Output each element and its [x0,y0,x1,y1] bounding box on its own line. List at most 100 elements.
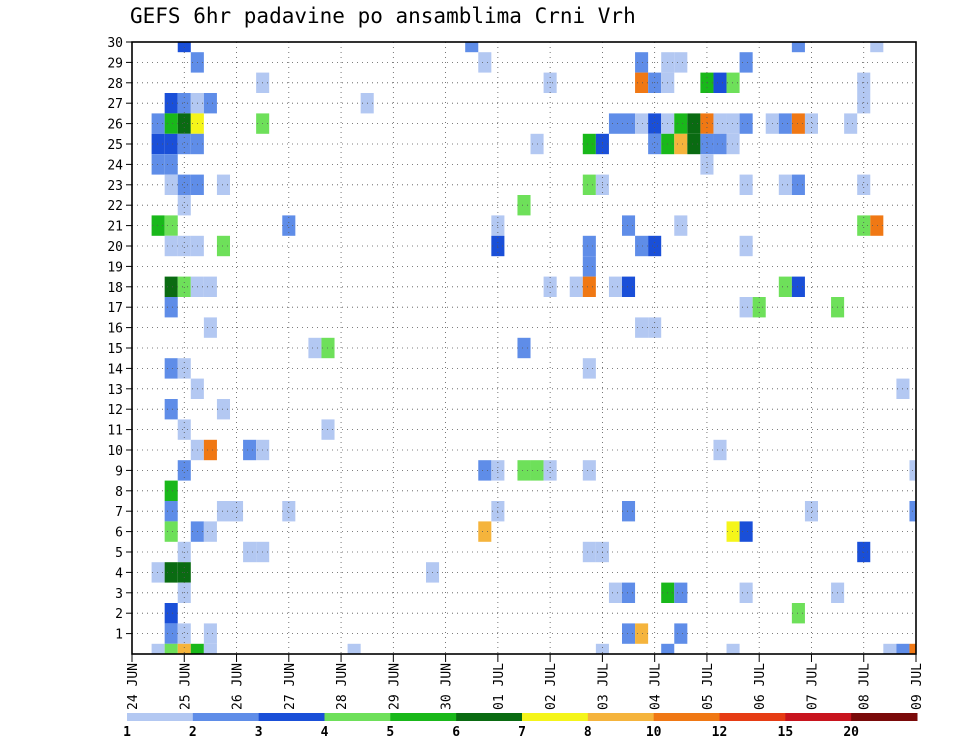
chart-title: GEFS 6hr padavine po ansamblima Crni Vrh [130,4,636,28]
data-cell [582,235,596,257]
data-cell [674,215,688,236]
data-cell [177,623,191,644]
data-cell [635,623,649,644]
data-cell [909,643,916,654]
data-cell [543,460,557,481]
data-cell [635,113,649,134]
data-cell [726,133,740,155]
data-cell [216,174,230,195]
y-tick-label: 2 [115,607,123,622]
data-cell [713,133,727,155]
data-cell [164,521,178,542]
data-cell [648,133,662,155]
y-tick-label: 24 [107,158,123,173]
y-tick-label: 29 [107,56,123,71]
data-cell [177,113,191,134]
data-cell [635,52,649,73]
data-cell [622,582,636,603]
data-cell [739,235,753,257]
data-cell [582,358,596,379]
legend-label: 6 [452,725,460,740]
data-cell [739,113,753,134]
legend-swatch [522,713,589,721]
data-cell [595,643,609,654]
data-cell [713,113,727,134]
data-cell [674,582,688,603]
legend-label: 8 [584,725,592,740]
data-cell [778,174,792,195]
data-cell [791,42,805,53]
data-cell [608,113,622,134]
y-tick-label: 23 [107,179,123,194]
legend-swatch [324,713,391,721]
y-tick-label: 6 [115,526,123,541]
data-cell [465,42,479,53]
data-cell [151,113,165,134]
data-cell [478,52,492,73]
data-cell [726,521,740,542]
data-cell [177,133,191,155]
legend-swatch [785,713,852,721]
legend-label: 1 [123,725,131,740]
data-cell [739,582,753,603]
y-tick-label: 11 [107,424,123,439]
data-cell [177,460,191,481]
x-tick-label: 06 JUL [753,663,768,710]
data-cell [164,562,178,583]
data-cell [857,174,871,195]
y-tick-label: 22 [107,199,123,214]
data-cell [164,93,178,114]
data-cell [661,643,675,654]
data-cell [635,235,649,257]
data-cell [164,215,178,236]
data-cell [164,235,178,257]
y-tick-label: 14 [107,362,123,377]
data-cell [177,235,191,257]
x-tick-label: 25 JUN [178,663,193,710]
x-tick-label: 09 JUL [910,663,925,710]
y-tick-label: 7 [115,505,123,520]
x-tick-label: 03 JUL [596,663,611,710]
x-tick-label: 27 JUN [283,663,298,710]
data-cell [739,174,753,195]
data-cell [282,215,296,236]
data-cell [804,113,818,134]
y-tick-label: 17 [107,301,123,316]
data-cell [622,501,636,522]
data-cell [177,643,191,654]
data-cell [778,276,792,297]
data-cell [791,174,805,195]
data-cell [582,133,596,155]
data-cell [216,399,230,420]
y-tick-label: 9 [115,464,123,479]
data-cell [870,215,884,236]
data-cell [164,154,178,175]
data-cell [216,235,230,257]
y-tick-label: 26 [107,118,123,133]
x-tick-label: 30 JUN [440,663,455,710]
data-cell [243,541,257,563]
data-cell [203,623,217,644]
data-cell [622,215,636,236]
data-cell [478,521,492,542]
data-cell [608,582,622,603]
data-cell [164,297,178,318]
data-cell [857,93,871,114]
legend-swatch [258,713,325,721]
cells-layer [151,42,916,654]
x-tick-label: 05 JUL [701,663,716,710]
data-cell [791,603,805,624]
data-cell [739,521,753,542]
data-cell [203,93,217,114]
data-cell [582,541,596,563]
y-tick-label: 8 [115,485,123,500]
data-cell [674,52,688,73]
data-cell [517,337,531,359]
data-cell [177,195,191,216]
y-tick-label: 27 [107,97,123,112]
data-cell [700,154,714,175]
data-cell [347,643,361,654]
data-cell [177,358,191,379]
data-cell [164,623,178,644]
data-cell [700,113,714,134]
